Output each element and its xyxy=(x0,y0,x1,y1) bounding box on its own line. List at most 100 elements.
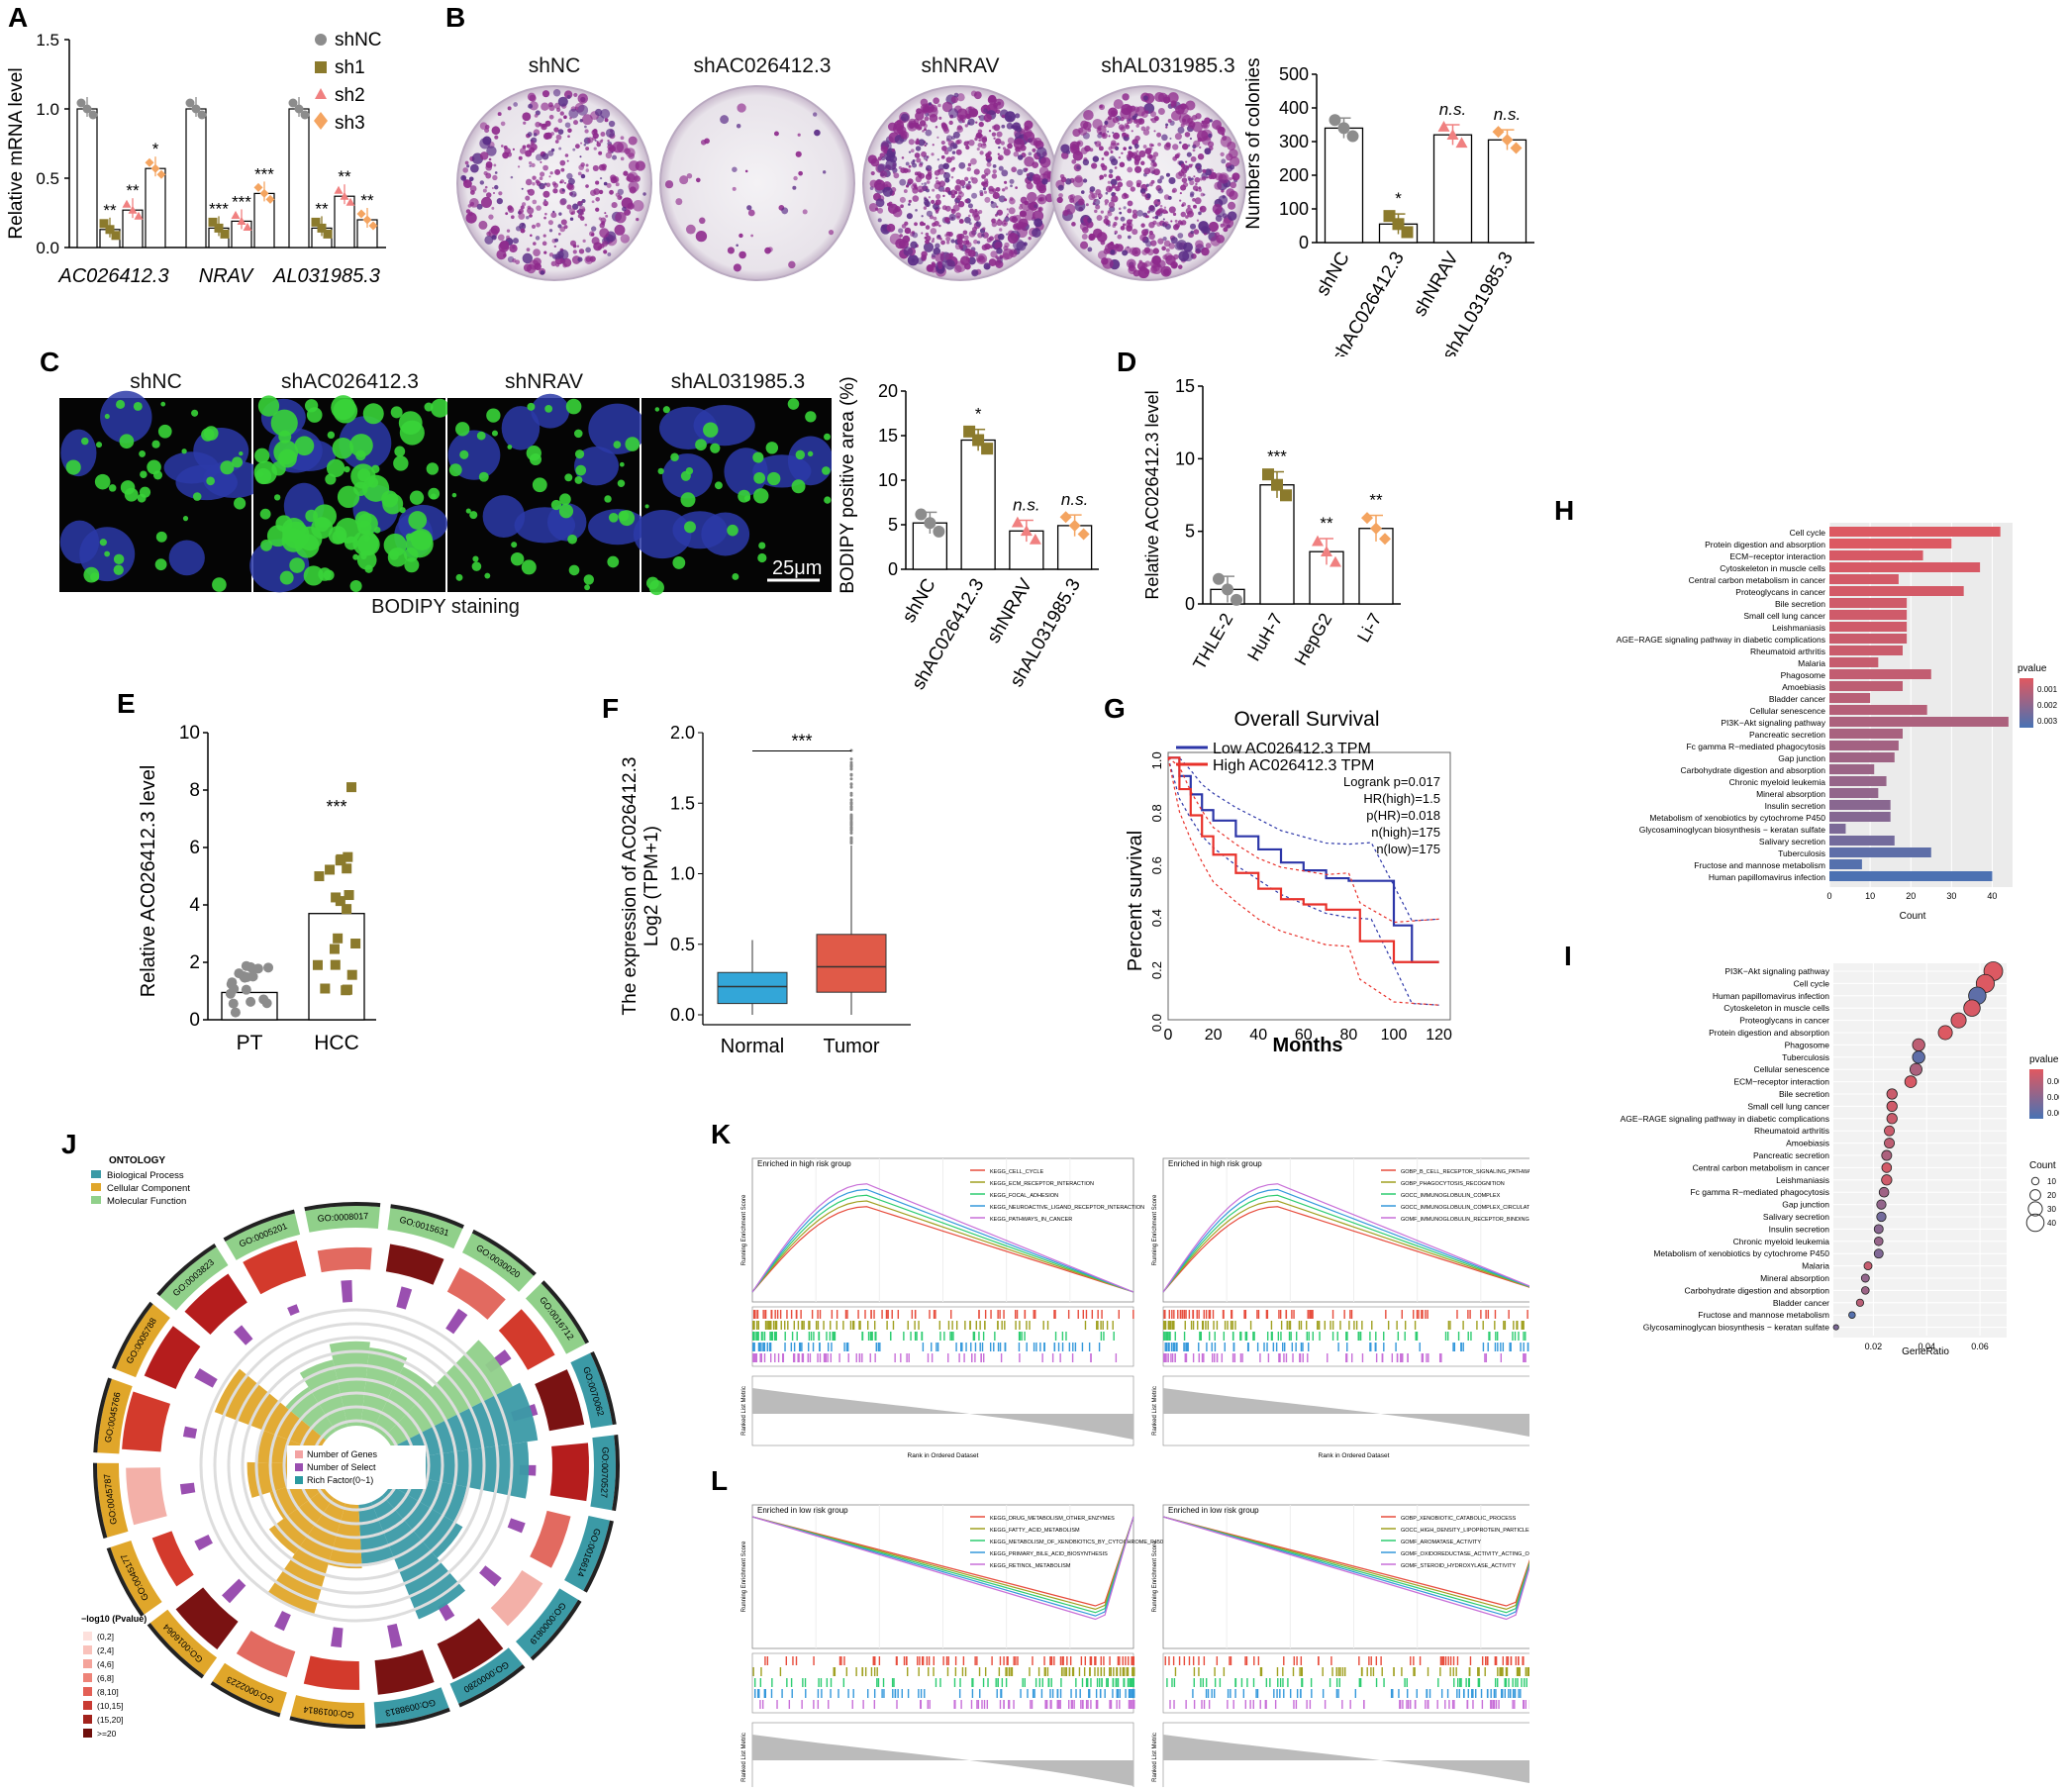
gene-hit xyxy=(1214,1678,1217,1687)
colony xyxy=(1127,235,1132,240)
gene-hit xyxy=(1203,1656,1206,1665)
gene-hit xyxy=(838,1353,840,1362)
nucleus xyxy=(633,510,692,559)
colony xyxy=(1150,240,1157,247)
gene-hit xyxy=(831,1310,834,1319)
colony xyxy=(927,171,933,177)
colony xyxy=(965,183,972,190)
colony xyxy=(1097,193,1103,199)
colony xyxy=(496,249,507,260)
category-label: Proteoglycans in cancer xyxy=(1739,1016,1829,1026)
gene-hit xyxy=(774,1353,776,1362)
ranked-metric-area xyxy=(752,1388,1133,1440)
colony xyxy=(539,176,543,181)
lipid-droplet xyxy=(654,407,660,412)
colony xyxy=(1210,236,1221,247)
a-legend-1: sh1 xyxy=(335,57,365,78)
lipid-droplet xyxy=(116,399,126,410)
pval-bin-label: (0,2] xyxy=(97,1632,114,1642)
colony xyxy=(470,163,479,173)
gene-hit xyxy=(971,1678,973,1687)
gene-hit xyxy=(1231,1321,1233,1330)
gene-hit xyxy=(1370,1656,1372,1665)
colony xyxy=(925,158,929,161)
colony xyxy=(764,247,771,254)
colony xyxy=(918,139,926,147)
nucleus xyxy=(514,507,576,544)
gene-hit xyxy=(1090,1353,1092,1362)
gene-hit xyxy=(1168,1656,1170,1665)
gene-hit xyxy=(1077,1310,1079,1319)
gene-hit xyxy=(1044,1667,1046,1676)
colony xyxy=(938,116,942,120)
a-group-0: AC026412.3 xyxy=(57,265,168,287)
colony xyxy=(1003,219,1006,222)
gene-hit xyxy=(879,1343,881,1351)
data-point xyxy=(312,959,323,970)
gene-hit xyxy=(1375,1656,1378,1665)
y-tick-label: 0.2 xyxy=(1149,961,1164,979)
colony xyxy=(543,216,546,220)
gene-hit xyxy=(1013,1656,1015,1665)
colony xyxy=(1101,164,1108,171)
data-point xyxy=(345,197,355,206)
colony xyxy=(814,129,821,137)
colony xyxy=(881,156,886,161)
lipid-droplet xyxy=(297,526,323,551)
colony xyxy=(1167,118,1172,123)
colony xyxy=(1177,127,1185,134)
gene-hit xyxy=(883,1689,885,1698)
colony xyxy=(1145,183,1149,187)
gene-hit xyxy=(1312,1310,1314,1319)
colony xyxy=(1230,181,1237,189)
category-label: Rheumatoid arthritis xyxy=(1754,1126,1829,1136)
gene-hit xyxy=(1171,1353,1174,1362)
gene-hit xyxy=(945,1656,948,1665)
colony xyxy=(1139,234,1147,242)
lipid-droplet xyxy=(521,559,537,575)
colony xyxy=(883,149,888,154)
colony xyxy=(1189,137,1193,141)
gene-hit xyxy=(815,1321,818,1330)
y-tick-label: 1.0 xyxy=(1149,751,1164,769)
gene-hit xyxy=(916,1332,918,1341)
gene-hit xyxy=(1515,1678,1517,1687)
gene-hit xyxy=(1521,1678,1523,1687)
colony xyxy=(1087,217,1093,224)
colony xyxy=(628,136,638,146)
gene-hit xyxy=(1406,1678,1408,1687)
panel-b-chart: 0100200300400500shNC*shAC026412.3n.s.shN… xyxy=(1243,57,1534,356)
gene-hit xyxy=(781,1353,784,1362)
colony xyxy=(1069,193,1075,200)
colony xyxy=(992,191,1000,200)
colony xyxy=(1064,204,1076,215)
colony xyxy=(1180,211,1186,218)
gene-hit xyxy=(1335,1689,1338,1698)
lipid-droplet xyxy=(201,428,215,442)
colony xyxy=(916,157,922,163)
gene-hit xyxy=(1331,1667,1333,1676)
enrichment-curve xyxy=(1162,1516,1529,1611)
gene-hit xyxy=(1509,1343,1511,1351)
gene-hit xyxy=(1066,1656,1068,1665)
gene-hit xyxy=(790,1678,793,1687)
inner-legend-swatch xyxy=(295,1450,303,1458)
gene-hit xyxy=(802,1678,804,1687)
bar xyxy=(1829,681,1903,691)
gene-hit xyxy=(1090,1656,1093,1665)
gene-hit xyxy=(1357,1332,1359,1341)
gene-hit xyxy=(845,1667,848,1676)
outer-tick-ring xyxy=(210,1681,281,1718)
colony xyxy=(931,199,936,204)
go-term-segment xyxy=(461,1233,535,1292)
y-tick-label: 0 xyxy=(1185,594,1195,614)
gene-hit xyxy=(1289,1689,1292,1698)
gene-hit xyxy=(1496,1678,1499,1687)
gene-hit xyxy=(1022,1678,1024,1687)
colony xyxy=(1115,175,1122,181)
colony xyxy=(978,114,986,122)
es-plot-title: Enriched in high risk group xyxy=(1168,1159,1262,1168)
lipid-droplet xyxy=(151,440,160,448)
gene-hit xyxy=(797,1353,799,1362)
lipid-droplet xyxy=(154,558,167,571)
